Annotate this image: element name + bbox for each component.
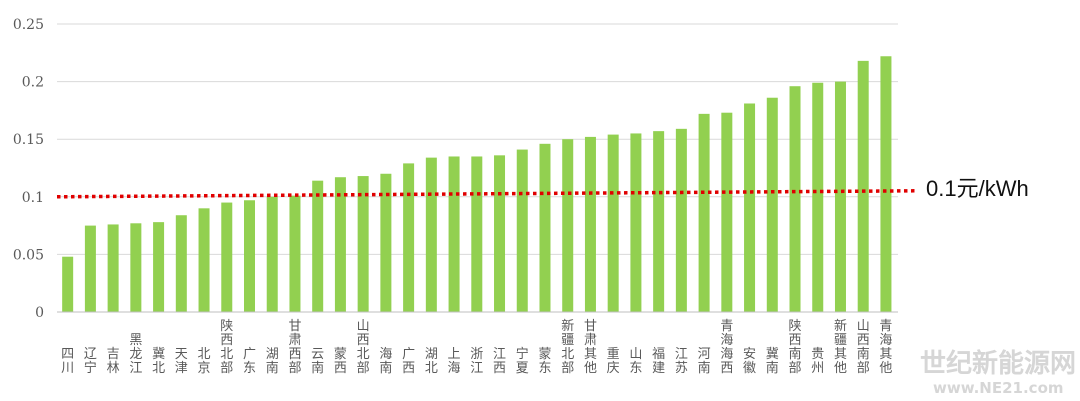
bar [153, 222, 165, 312]
bar [834, 81, 846, 312]
x-category-label: 江西 [493, 347, 506, 376]
x-category-label: 天津 [175, 347, 188, 376]
bar [630, 133, 642, 312]
y-tick-label: 0.05 [13, 247, 44, 263]
x-category-label: 云南 [311, 347, 324, 376]
x-category-label: 蒙西 [334, 347, 347, 376]
x-category-label: 吉林 [107, 347, 120, 376]
bar [607, 134, 619, 312]
watermark-title: 世纪新能源网 [920, 348, 1076, 379]
bar [584, 136, 596, 312]
x-category-label: 宁夏 [516, 346, 529, 376]
bar [812, 82, 824, 312]
bar [698, 113, 710, 312]
reference-line [56, 189, 916, 199]
bar [766, 97, 778, 312]
x-category-label: 山西北部 [357, 319, 370, 376]
bar [744, 103, 756, 312]
x-category-label: 蒙东 [538, 347, 551, 376]
watermark-url: www.NE21.com [933, 379, 1064, 397]
bar [448, 156, 460, 312]
x-category-label: 山西南部 [857, 319, 870, 376]
x-category-label: 广东 [243, 347, 256, 376]
x-category-label: 河南 [698, 347, 711, 376]
bar [539, 143, 551, 312]
x-category-label: 江苏 [675, 347, 688, 376]
bar [289, 195, 301, 312]
x-category-label: 四川 [61, 347, 74, 376]
x-category-label: 湖北 [425, 347, 438, 376]
bar [334, 177, 346, 312]
bars [62, 56, 892, 313]
x-category-label: 重庆 [607, 346, 620, 376]
x-category-label: 青海海西 [720, 319, 733, 376]
y-tick-label: 0.2 [22, 75, 44, 91]
bar [857, 60, 869, 312]
bar [653, 131, 665, 312]
bar [312, 180, 324, 312]
reference-line-label: 0.1元/kWh [926, 176, 1029, 201]
bar [198, 208, 210, 312]
x-axis-category-labels: 四川辽宁吉林黑龙江冀北天津北京陕西北部广东湖南甘肃西部云南蒙西山西北部海南广西湖… [61, 318, 892, 376]
bar [380, 173, 392, 312]
y-tick-label: 0.25 [13, 17, 44, 33]
y-tick-label: 0.1 [22, 190, 44, 206]
y-axis-ticks: 0 0.05 0.1 0.15 0.2 0.25 [13, 17, 44, 321]
x-category-label: 贵州 [811, 347, 824, 376]
bar [130, 223, 142, 312]
bar [244, 200, 256, 312]
y-tick-label: 0 [35, 305, 44, 321]
bar [721, 112, 733, 312]
bar [357, 176, 369, 312]
bar [221, 202, 233, 312]
bar [62, 256, 74, 312]
bar [494, 155, 506, 312]
bar [675, 128, 687, 312]
x-category-label: 陕西北部 [220, 319, 233, 376]
bar [107, 224, 119, 312]
y-tick-label: 0.15 [13, 132, 44, 148]
bar [562, 139, 574, 312]
x-category-label: 辽宁 [84, 347, 97, 376]
bar [880, 56, 892, 313]
x-category-label: 海南 [379, 347, 392, 376]
x-category-label: 北京 [198, 347, 211, 376]
bar [471, 156, 483, 312]
bar [84, 225, 96, 312]
x-category-label: 冀南 [766, 346, 779, 376]
bar [403, 163, 415, 312]
bar [175, 215, 187, 312]
bar [425, 157, 437, 312]
x-category-label: 甘肃其他 [584, 319, 597, 376]
bar [266, 196, 278, 312]
x-category-label: 新疆北部 [561, 318, 574, 376]
x-category-label: 陕西南部 [789, 319, 802, 376]
x-category-label: 新疆其他 [834, 318, 847, 376]
x-category-label: 黑龙江 [129, 333, 142, 376]
x-category-label: 青海其他 [879, 319, 892, 376]
x-category-label: 上海 [448, 347, 461, 376]
x-category-label: 甘肃西部 [288, 319, 301, 376]
x-category-label: 安徽 [743, 347, 756, 376]
bar [789, 86, 801, 312]
bar [516, 149, 528, 312]
x-category-label: 广西 [402, 347, 415, 376]
x-category-label: 冀北 [152, 346, 165, 376]
x-category-label: 湖南 [266, 347, 279, 376]
x-category-label: 山东 [629, 347, 642, 376]
x-category-label: 浙江 [470, 347, 483, 376]
x-category-label: 福建 [652, 347, 665, 376]
